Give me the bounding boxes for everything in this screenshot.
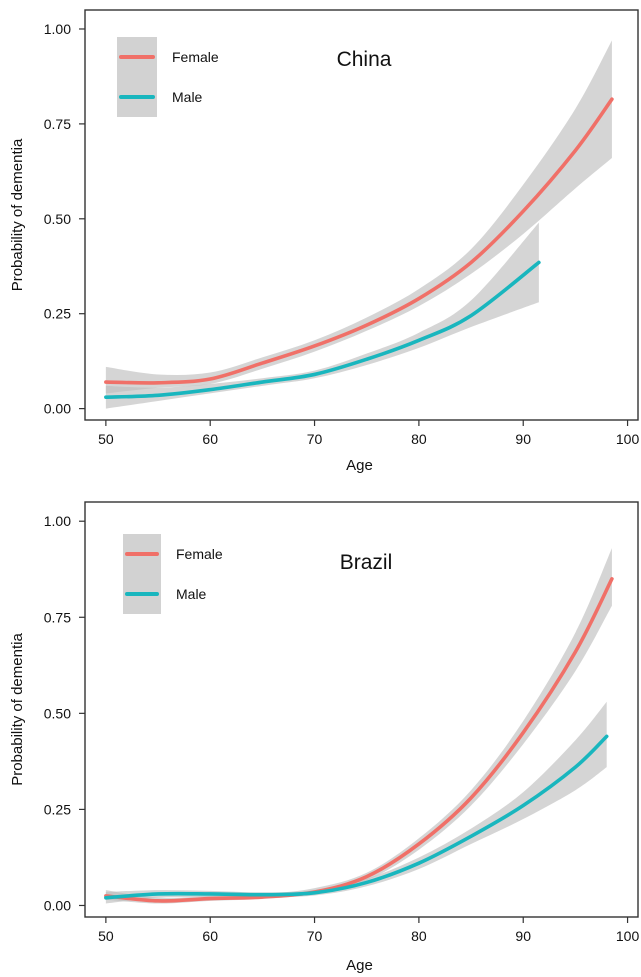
x-tick-label: 50	[98, 431, 114, 447]
y-axis-title: Probability of dementia	[9, 138, 26, 291]
y-tick-label: 0.00	[44, 897, 71, 913]
x-tick-label: 70	[307, 928, 323, 944]
y-tick-label: 1.00	[44, 513, 71, 529]
x-tick-label: 90	[515, 431, 531, 447]
legend: Female Male	[117, 37, 219, 117]
y-tick-label: 0.25	[44, 801, 71, 817]
y-tick-label: 0.50	[44, 705, 71, 721]
series-line-male	[104, 260, 541, 400]
series-line-female	[104, 577, 614, 903]
x-tick-label: 50	[98, 928, 114, 944]
x-tick-label: 80	[411, 431, 427, 447]
x-tick-label: 80	[411, 928, 427, 944]
panel-title: China	[337, 48, 392, 71]
y-axis-title: Probability of dementia	[9, 633, 26, 786]
legend-key-background	[123, 534, 161, 614]
x-tick-label: 70	[307, 431, 323, 447]
plot-border	[84, 501, 639, 918]
plot-border	[84, 9, 639, 421]
legend-label-male: Male	[176, 586, 207, 602]
series-line-female	[104, 97, 614, 385]
legend-key-background	[117, 37, 157, 117]
x-tick-label: 90	[515, 928, 531, 944]
y-tick-label: 0.25	[44, 306, 71, 322]
x-tick-label: 60	[202, 928, 218, 944]
legend: Female Male	[123, 534, 223, 614]
y-tick-label: 0.50	[44, 211, 71, 227]
legend-label-female: Female	[176, 546, 223, 562]
y-tick-label: 0.00	[44, 401, 71, 417]
chart-panel-1: 50 60 70 80 90 100 0.00 0.25 0.50 0.75 1.00 Age Prob…	[9, 9, 640, 474]
y-tick-label: 0.75	[44, 609, 71, 625]
x-axis-title: Age	[346, 457, 373, 474]
x-axis-title: Age	[346, 957, 373, 974]
x-tick-label: 100	[616, 431, 640, 447]
y-tick-label: 1.00	[44, 21, 71, 37]
y-tick-label: 0.75	[44, 116, 71, 132]
legend-label-male: Male	[172, 89, 203, 105]
chart-panel-2: 50 60 70 80 90 100 0.00 0.25 0.50 0.75 1.00 Age Prob…	[9, 501, 640, 974]
confidence-band-female	[105, 40, 612, 394]
x-tick-label: 100	[616, 928, 640, 944]
x-tick-label: 60	[202, 431, 218, 447]
legend-label-female: Female	[172, 49, 219, 65]
series-line-male	[104, 734, 609, 900]
panel-title: Brazil	[340, 551, 393, 574]
